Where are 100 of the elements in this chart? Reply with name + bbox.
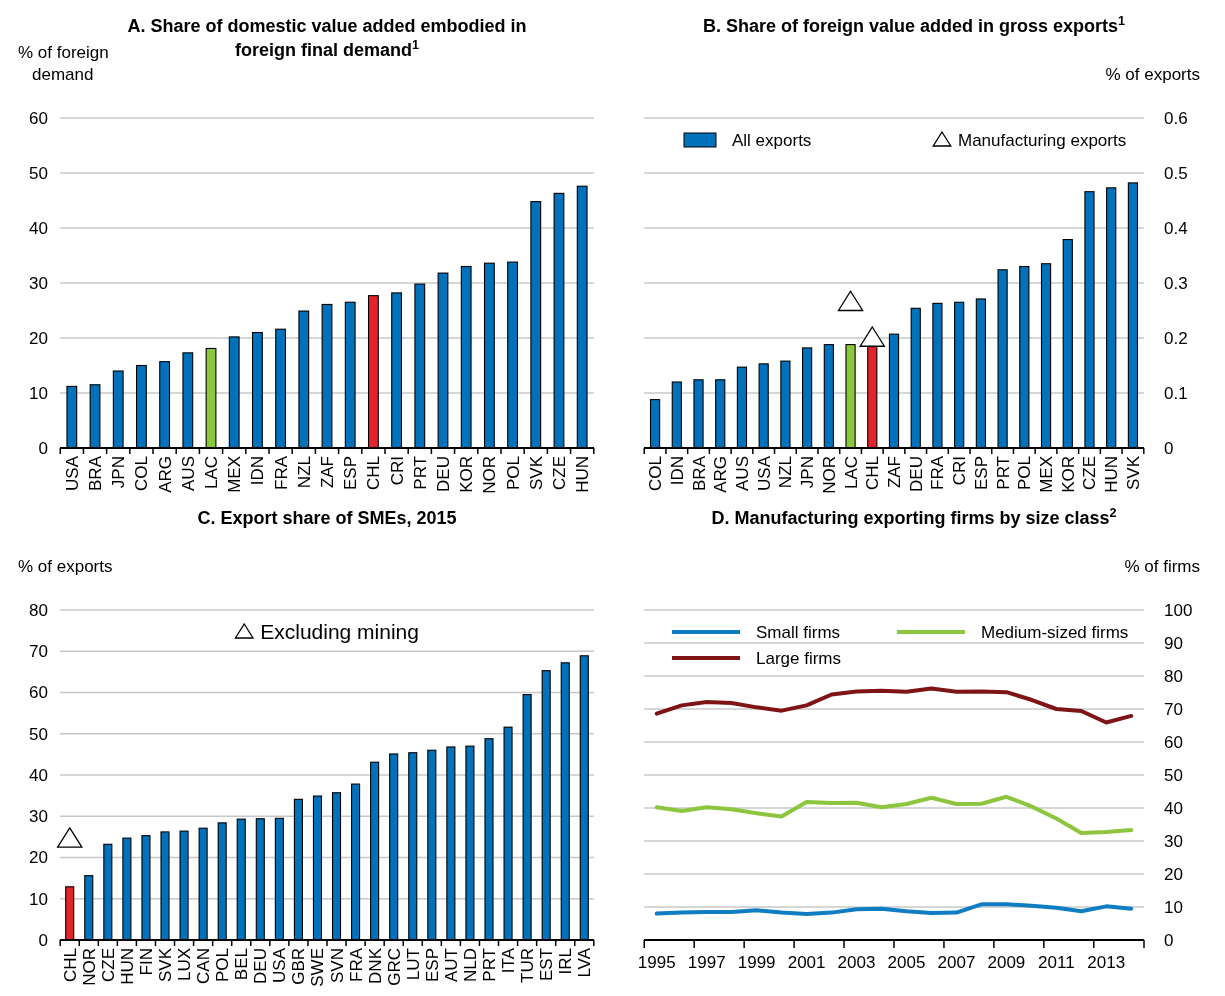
- x-tick-label: PRT: [993, 456, 1013, 490]
- x-tick-label: 2005: [887, 953, 926, 972]
- x-tick-label: GRC: [384, 948, 404, 986]
- x-tick-label: SVK: [526, 455, 546, 491]
- x-tick-label: SWE: [308, 948, 328, 987]
- y2-tick-label: 30: [1164, 831, 1183, 851]
- x-tick-label: 1999: [737, 953, 776, 972]
- chart-title: A. Share of domestic value added embodied in foreign final demand$^{1}$: [127, 16, 527, 60]
- y2-tick-label: 70: [1164, 699, 1183, 719]
- y-tick-label: 30: [29, 273, 48, 293]
- x-tick-label: LUT: [403, 948, 423, 981]
- x-tick-label: PRT: [410, 456, 430, 490]
- y2-tick-label: 60: [1164, 732, 1183, 752]
- x-tick-label: JPN: [109, 456, 129, 489]
- x-tick-label: AUT: [441, 948, 461, 982]
- x-tick-label: MEX: [225, 456, 245, 493]
- y-tick-label: 50: [29, 163, 48, 183]
- x-tick-label: IDN: [667, 456, 687, 486]
- x-tick-label: HUN: [1102, 456, 1122, 493]
- y2-tick-label: 0: [1164, 930, 1174, 950]
- x-tick-label: TUR: [518, 948, 538, 983]
- y-tick-label: 60: [29, 108, 48, 128]
- y-axis-title: % of foreign demand: [18, 43, 109, 84]
- y2-tick-label: 80: [1164, 666, 1183, 686]
- y-tick-label: 0: [38, 930, 48, 950]
- x-tick-label: ARG: [155, 456, 175, 493]
- x-tick-label: BRA: [86, 455, 106, 491]
- x-tick-label: ESP: [422, 948, 442, 983]
- x-tick-label: NOR: [480, 456, 500, 494]
- x-tick-label: ZAF: [885, 456, 904, 489]
- chart-title: D. Manufacturing exporting firms by size class$^{2}$: [711, 506, 1117, 528]
- x-tick-label: AUS: [178, 456, 198, 491]
- y2-tick-label: 20: [1164, 864, 1183, 884]
- y2-tick-label: 50: [1164, 765, 1183, 785]
- line-series: [654, 686, 1134, 725]
- y2-tick-label: 0.1: [1164, 383, 1188, 403]
- x-tick-label: LAC: [202, 456, 222, 490]
- x-tick-label: 2009: [987, 953, 1026, 972]
- x-tick-label: CRI: [950, 456, 970, 486]
- x-tick-label: 2011: [1038, 953, 1075, 972]
- x-tick-label: BEL: [232, 948, 252, 981]
- x-tick-label: 2003: [837, 953, 876, 972]
- y-tick-label: 40: [29, 218, 48, 238]
- y2-tick-label: 0.4: [1164, 218, 1188, 238]
- x-tick-label: SVK: [1123, 455, 1143, 491]
- x-tick-label: CHL: [863, 456, 883, 491]
- x-tick-label: SVK: [156, 947, 176, 983]
- legend-label: Manufacturing exports: [958, 130, 1127, 150]
- x-tick-label: ARG: [711, 456, 731, 493]
- y-tick-label: 20: [29, 328, 48, 348]
- y-tick-label: 80: [29, 600, 48, 620]
- x-tick-label: JPN: [798, 456, 818, 489]
- x-tick-label: POL: [213, 948, 233, 983]
- y-tick-label: 60: [29, 683, 48, 703]
- y2-axis-title: % of exports: [1105, 65, 1200, 84]
- legend-label: Excluding mining: [260, 620, 419, 644]
- x-tick-label: CZE: [1080, 456, 1100, 490]
- x-tick-label: AUS: [732, 456, 752, 491]
- x-tick-label: CZE: [549, 456, 569, 490]
- x-tick-label: NZL: [776, 456, 796, 489]
- x-tick-label: SVN: [327, 948, 347, 983]
- x-tick-label: HUN: [573, 456, 593, 493]
- y-tick-label: 10: [29, 889, 48, 909]
- x-tick-label: IDN: [248, 456, 268, 486]
- x-tick-label: COL: [646, 456, 666, 491]
- x-tick-label: POL: [1015, 456, 1035, 491]
- x-tick-label: CZE: [98, 948, 118, 982]
- chart-title: B. Share of foreign value added in gross exports$^{1}$: [702, 14, 1126, 36]
- x-tick-label: DEU: [251, 948, 271, 984]
- x-tick-label: LAC: [841, 456, 861, 490]
- legend-label: Large firms: [756, 648, 842, 668]
- y-tick-label: 70: [29, 642, 48, 662]
- y2-axis-title: % of firms: [1124, 557, 1200, 576]
- x-tick-label: CAN: [194, 948, 214, 984]
- x-tick-label: PRT: [479, 948, 499, 982]
- y-tick-label: 50: [29, 724, 48, 744]
- x-tick-label: IRL: [556, 948, 576, 975]
- x-tick-label: KOR: [457, 456, 477, 493]
- chart-title: C. Export share of SMEs, 2015: [197, 508, 457, 528]
- x-tick-label: ITA: [499, 947, 519, 974]
- y2-tick-label: 0.3: [1164, 273, 1188, 293]
- x-tick-label: EST: [537, 948, 557, 982]
- x-tick-label: FRA: [928, 455, 948, 490]
- x-tick-label: ESP: [341, 456, 361, 491]
- x-tick-label: NOR: [819, 456, 839, 494]
- y-tick-label: 0: [38, 438, 48, 458]
- x-tick-label: USA: [754, 455, 774, 491]
- legend-label: All exports: [732, 130, 812, 150]
- x-tick-label: 2007: [937, 953, 976, 972]
- y2-tick-label: 90: [1164, 633, 1183, 653]
- x-tick-label: FRA: [346, 947, 366, 982]
- x-tick-label: FRA: [271, 455, 291, 490]
- x-tick-label: NOR: [79, 948, 99, 986]
- x-tick-label: ZAF: [318, 456, 337, 489]
- x-tick-label: KOR: [1058, 456, 1078, 493]
- x-tick-label: ESP: [971, 456, 991, 491]
- x-tick-label: USA: [62, 455, 82, 491]
- y2-tick-label: 0.2: [1164, 328, 1188, 348]
- y2-tick-label: 10: [1164, 897, 1183, 917]
- x-tick-label: CRI: [387, 456, 407, 486]
